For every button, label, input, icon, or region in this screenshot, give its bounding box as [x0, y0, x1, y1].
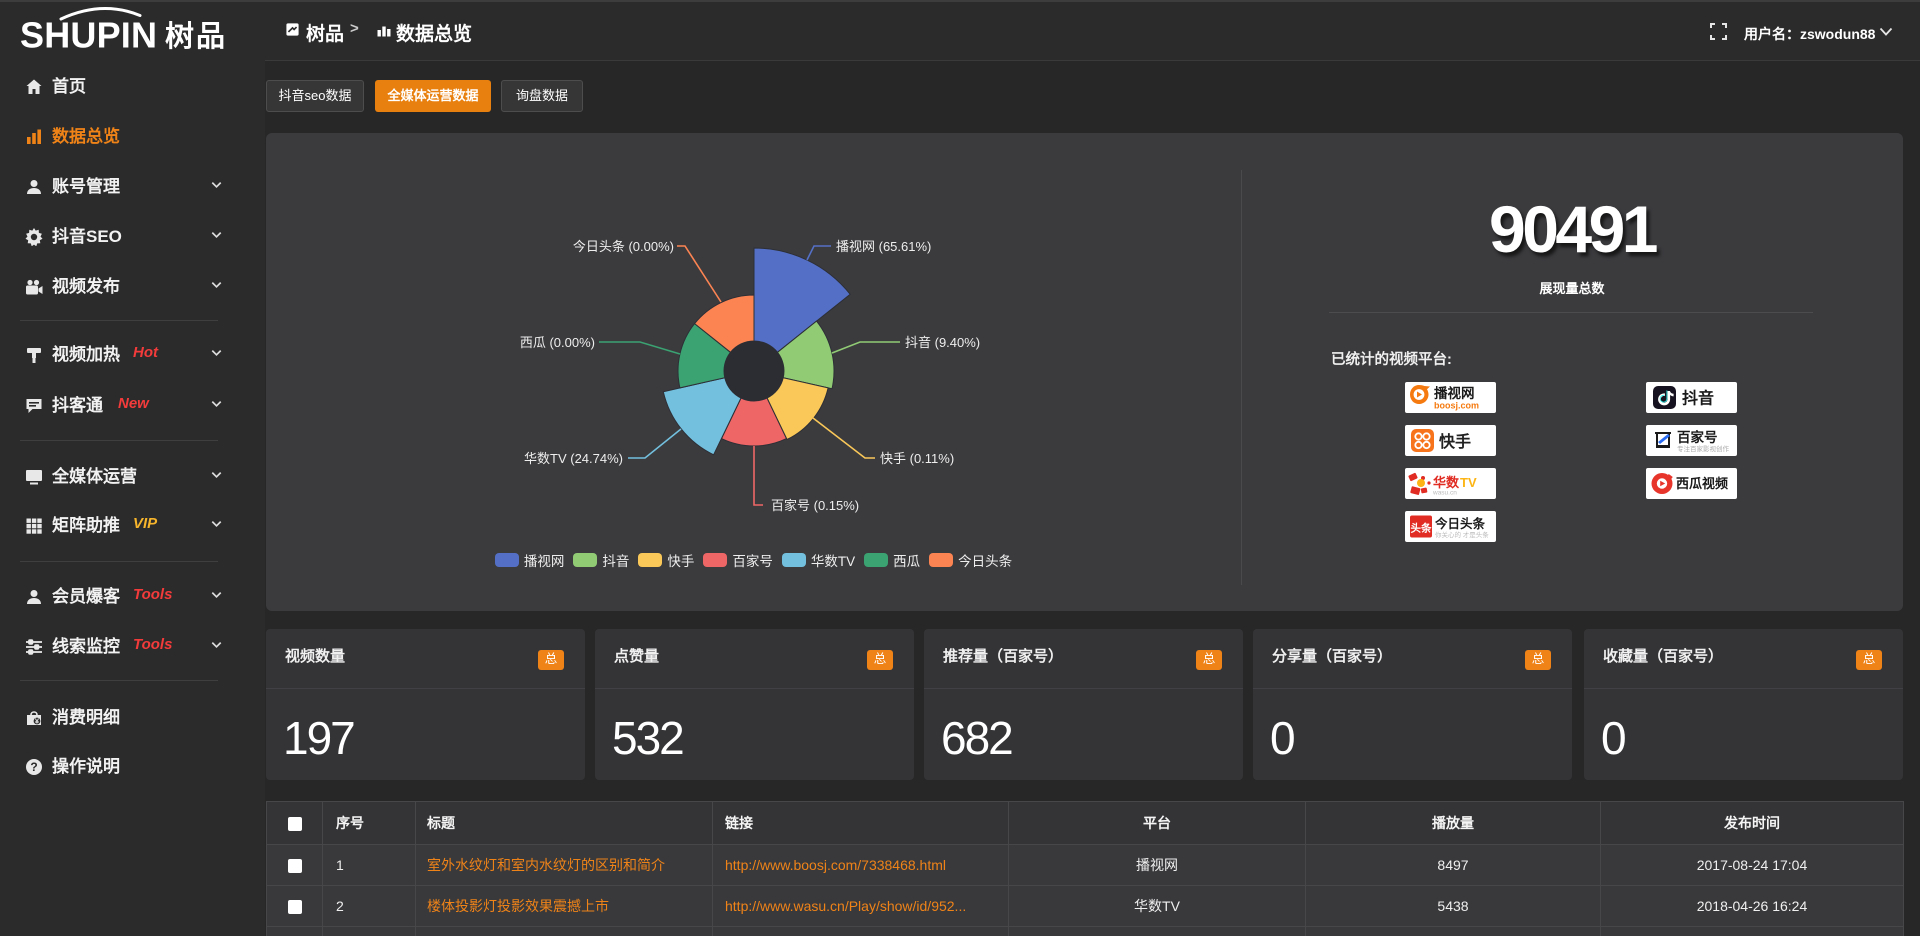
- svg-text:专注百家影视创作: 专注百家影视创作: [1677, 444, 1730, 453]
- svg-text:播视网 (65.61%): 播视网 (65.61%): [836, 239, 931, 254]
- svg-text:今日头条 (0.00%): 今日头条 (0.00%): [573, 239, 674, 254]
- svg-text:你关心的 才是头条: 你关心的 才是头条: [1435, 530, 1489, 539]
- svg-text:TV: TV: [1460, 475, 1477, 490]
- svg-text:播视网: 播视网: [1434, 385, 1475, 401]
- svg-text:百家号 (0.15%): 百家号 (0.15%): [771, 498, 859, 513]
- svg-text:抖音 (9.40%): 抖音 (9.40%): [905, 335, 980, 350]
- svg-text:wasu.cn: wasu.cn: [1432, 490, 1457, 497]
- svg-text:树品: 树品: [165, 20, 227, 53]
- svg-text:今日头条: 今日头条: [1434, 516, 1486, 531]
- svg-text:SHUPIN: SHUPIN: [20, 15, 157, 55]
- svg-text:抖音: 抖音: [1682, 389, 1714, 408]
- svg-text:华数: 华数: [1433, 475, 1460, 490]
- svg-text:¥: ¥: [35, 717, 40, 726]
- svg-text:头条: 头条: [1411, 522, 1433, 535]
- svg-text:快手 (0.11%): 快手 (0.11%): [880, 451, 954, 466]
- svg-text:?: ?: [30, 760, 37, 774]
- svg-text:西瓜视频: 西瓜视频: [1676, 476, 1728, 491]
- svg-text:百家号: 百家号: [1677, 429, 1718, 445]
- svg-text:快手: 快手: [1439, 432, 1471, 451]
- svg-text:华数TV (24.74%): 华数TV (24.74%): [524, 451, 623, 466]
- svg-text:西瓜 (0.00%): 西瓜 (0.00%): [520, 335, 595, 350]
- svg-text:boosj.com: boosj.com: [1434, 401, 1479, 411]
